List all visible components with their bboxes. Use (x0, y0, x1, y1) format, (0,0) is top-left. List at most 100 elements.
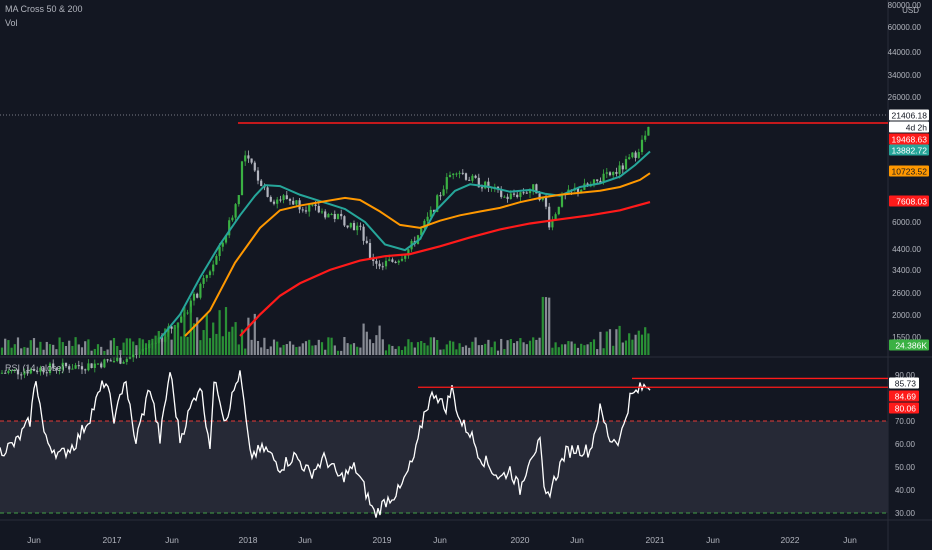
volume-bar (618, 325, 621, 355)
volume-bar (407, 339, 410, 355)
candle-body (7, 371, 10, 373)
candle-body (519, 192, 522, 197)
candle-body (436, 195, 439, 212)
candle-body (304, 210, 308, 212)
volume-bar (90, 350, 93, 355)
volume-bar (68, 340, 71, 355)
ma-50-line (159, 150, 651, 340)
x-axis-label: Jun (27, 535, 41, 545)
candle-body (48, 363, 52, 373)
volume-bar (596, 349, 599, 355)
volume-bar (484, 343, 487, 355)
volume-bar (445, 344, 448, 355)
volume-bar (151, 338, 154, 355)
volume-bar (461, 346, 464, 355)
candle-body (333, 214, 336, 219)
volume-bar (628, 333, 631, 355)
candle-body (10, 370, 13, 372)
candle-body (132, 353, 135, 358)
candle-body (365, 240, 368, 244)
price-tick-label: 2000.00 (892, 311, 921, 320)
candle-body (477, 177, 480, 188)
volume-bar (512, 343, 516, 355)
candle-body (605, 172, 608, 174)
candle-body (362, 226, 365, 241)
volume-bar (541, 296, 544, 355)
volume-bar (45, 341, 48, 355)
volume-bar (84, 341, 87, 355)
volume-bar (413, 347, 416, 355)
volume-bar (26, 347, 29, 355)
candle-body (285, 195, 288, 200)
price-tick-label: 3400.00 (892, 266, 921, 275)
candle-body (100, 363, 103, 368)
volume-bar (423, 342, 426, 355)
volume-bar (253, 313, 256, 355)
volume-bar (304, 341, 308, 355)
volume-bar (583, 345, 586, 355)
rsi-tag (889, 402, 919, 414)
volume-bar (362, 323, 365, 355)
candle-body (215, 256, 218, 265)
candle-body (317, 205, 320, 213)
volume-bar (87, 339, 90, 355)
candle-body (528, 190, 532, 194)
volume-bar (599, 331, 602, 355)
volume-bar (61, 342, 64, 355)
volume-bar (538, 337, 541, 355)
candle-body (84, 369, 87, 371)
volume-bar (439, 349, 442, 355)
volume-bar (247, 317, 250, 355)
price-tick-label: 2600.00 (892, 289, 921, 298)
volume-bar (330, 337, 333, 355)
volume-bar (333, 345, 336, 355)
volume-bar (308, 339, 311, 355)
candle-body (0, 372, 4, 374)
candle-body (237, 195, 240, 205)
volume-bar (112, 337, 116, 355)
candle-body (93, 363, 96, 368)
candle-body (13, 369, 16, 371)
candle-body (240, 161, 244, 196)
volume-bar (192, 323, 196, 355)
candle-body (231, 217, 234, 221)
candle-body (368, 243, 372, 259)
x-axis-label: 2019 (373, 535, 392, 545)
volume-bar (647, 333, 650, 355)
candle-body (199, 283, 202, 298)
volume-bar (397, 346, 400, 355)
candle-body (116, 357, 119, 361)
candle-body (423, 220, 426, 229)
candle-body (448, 174, 452, 178)
candle-body (375, 260, 378, 264)
volume-bar (506, 340, 509, 355)
candle-body (599, 180, 602, 183)
candle-body (253, 162, 256, 171)
volume-bar (644, 327, 647, 355)
candle-body (301, 209, 304, 211)
candle-body (288, 199, 292, 201)
rsi-tick-label: 30.00 (895, 509, 916, 518)
candle-body (442, 189, 445, 196)
volume-bar (394, 348, 397, 355)
volume-bar (532, 337, 535, 355)
candle-body (212, 264, 215, 272)
volume-bar (522, 342, 525, 355)
volume-bar (384, 350, 388, 355)
price-tick-label: 4400.00 (892, 245, 921, 254)
price-tick-label: 6000.00 (892, 218, 921, 227)
candle-body (311, 204, 314, 206)
volume-bar (519, 338, 522, 355)
volume-group (0, 296, 650, 355)
volume-bar (122, 342, 125, 355)
candle-body (192, 293, 196, 301)
volume-bar (324, 349, 327, 355)
candle-body (295, 200, 298, 205)
volume-bar (292, 344, 295, 355)
candle-body (445, 177, 448, 190)
volume-bar (55, 349, 58, 355)
volume-bar (301, 343, 304, 355)
volume-bar (36, 347, 39, 355)
volume-bar (340, 350, 343, 355)
